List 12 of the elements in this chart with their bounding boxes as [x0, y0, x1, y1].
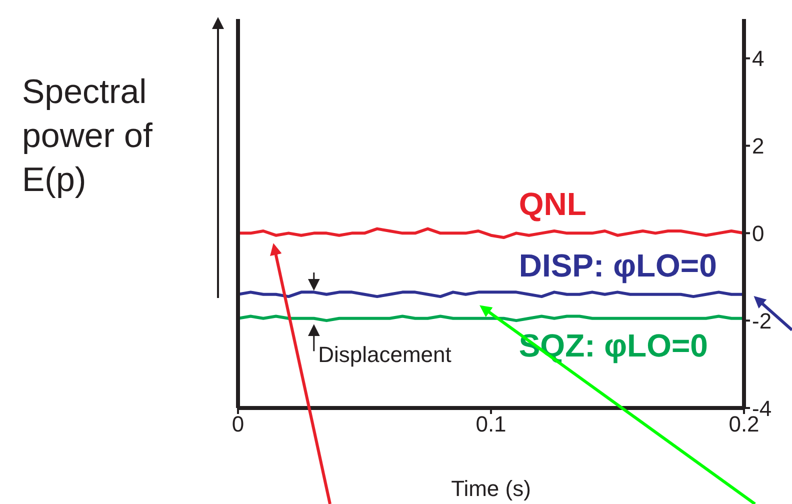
- y-tick-label: 4: [752, 46, 764, 72]
- series-label: QNL: [518, 186, 586, 222]
- y-tick-label: -2: [752, 308, 772, 334]
- line-series: [238, 227, 744, 240]
- x-axis-title: Time (s): [451, 476, 531, 501]
- series-label: DISP: φLO=0: [518, 247, 717, 284]
- annotation: Displacement: [318, 342, 452, 367]
- x-tick-label: 0.1: [476, 412, 506, 437]
- x-tick-label: 0: [232, 412, 244, 437]
- y-tick-label: 2: [752, 134, 764, 159]
- y-axis-title: Spectral power of E(p): [22, 72, 154, 201]
- y-tick-label: 0: [752, 220, 764, 246]
